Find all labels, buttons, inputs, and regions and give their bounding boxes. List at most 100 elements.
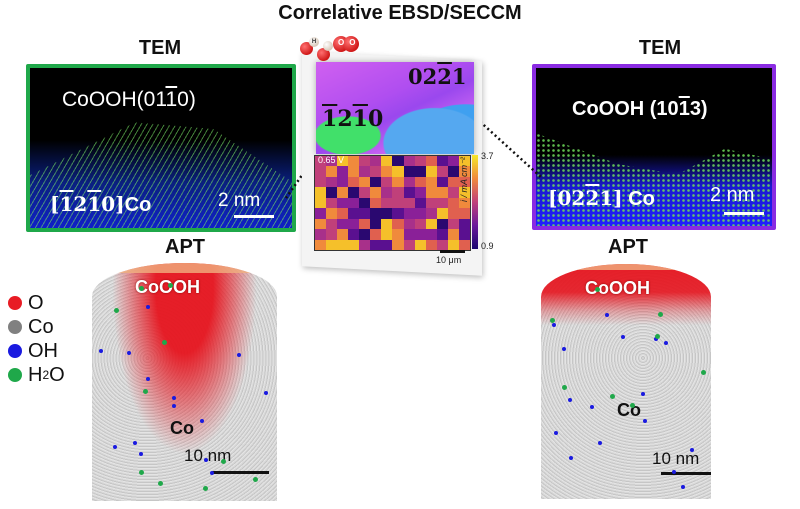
- atom-dot: [199, 419, 204, 424]
- heatmap-cell: [458, 208, 470, 219]
- heatmap-cell: [425, 218, 437, 230]
- heatmap-cell: [370, 176, 382, 188]
- heatmap-cell: [436, 176, 448, 188]
- o-dot-icon: [8, 296, 22, 310]
- heatmap-cell: [447, 239, 459, 250]
- heatmap-cell: [359, 187, 371, 198]
- heatmap-cell: [315, 166, 327, 177]
- heatmap-cell: [359, 208, 371, 219]
- atom-dot: [113, 445, 118, 450]
- atom-dot: [167, 283, 173, 289]
- atom-dot: [138, 286, 144, 292]
- heatmap-cell: [447, 229, 459, 240]
- heatmap-cell: [392, 156, 404, 167]
- atom-dot: [562, 346, 567, 351]
- tem-left-zone-axis: [1210]Co: [50, 192, 152, 216]
- heatmap-cell: [425, 197, 437, 209]
- heatmap-cell: [392, 187, 404, 198]
- heatmap-cell: [348, 208, 360, 219]
- heatmap-cell: [381, 229, 393, 240]
- atom-dot: [253, 477, 259, 483]
- heatmap-cell: [359, 218, 371, 230]
- heatmap-cell: [348, 176, 360, 188]
- heatmap-cell: [370, 166, 382, 177]
- apt-left-scale-bar: [212, 471, 269, 474]
- heatmap-cell: [348, 197, 360, 209]
- atom-dot: [554, 431, 559, 436]
- heatmap-cell: [403, 218, 415, 230]
- atom-dot: [681, 485, 686, 490]
- atom-dot: [209, 471, 214, 476]
- heatmap-cell: [392, 239, 404, 250]
- atom-dot: [663, 341, 668, 346]
- colorbar-max-label: 3.7: [481, 151, 494, 161]
- tem-left-scale-bar: [234, 215, 274, 218]
- oxygen-atom-icon-2: [343, 36, 359, 52]
- heatmap-cell: [337, 197, 349, 209]
- legend-item-o: O: [8, 291, 65, 315]
- heatmap-cell: [326, 208, 338, 219]
- heatmap-cell: [447, 166, 459, 177]
- ebsd-map: 1210 0221: [316, 62, 474, 154]
- apt-left-reconstruction: CoOOH Co 10 nm: [92, 263, 277, 501]
- heatmap-cell: [414, 218, 426, 230]
- seccm-colorbar: [472, 155, 478, 249]
- heatmap-cell: [381, 156, 393, 167]
- atom-dot: [597, 441, 602, 446]
- heatmap-cell: [447, 187, 459, 198]
- heatmap-cell: [315, 229, 327, 240]
- atom-dot: [568, 397, 573, 402]
- heatmap-cell: [436, 187, 448, 198]
- heatmap-cell: [337, 156, 349, 167]
- apt-left-scale-label: 10 nm: [184, 446, 232, 465]
- atom-dot: [138, 451, 143, 456]
- co-dot-icon: [8, 320, 22, 334]
- atom-dot: [609, 394, 615, 400]
- heatmap-cell: [326, 187, 338, 198]
- water-hydrogen-icon-2: [323, 41, 333, 51]
- atom-dot: [162, 340, 168, 346]
- heatmap-cell: [315, 176, 327, 188]
- atom-dot: [221, 458, 227, 464]
- tem-left-plane-label: CoOOH(0110): [62, 88, 196, 111]
- heatmap-cell: [370, 208, 382, 219]
- atom-dot: [203, 485, 209, 491]
- atom-dot: [562, 384, 568, 390]
- heatmap-cell: [425, 208, 437, 219]
- atom-dot: [594, 286, 600, 292]
- heatmap-cell: [414, 239, 426, 250]
- heatmap-cell: [326, 239, 338, 250]
- heatmap-cell: [381, 197, 393, 209]
- heatmap-cell: [392, 218, 404, 230]
- heatmap-cell: [458, 218, 470, 230]
- heatmap-cell: [436, 218, 448, 230]
- heatmap-cell: [348, 218, 360, 230]
- atom-dot: [138, 469, 144, 475]
- ebsd-label-right: 0221: [408, 64, 467, 89]
- apt-right-header: APT: [608, 236, 648, 258]
- heatmap-cell: [425, 239, 437, 250]
- atom-dot: [204, 458, 208, 463]
- heatmap-cell: [370, 187, 382, 198]
- heatmap-cell: [403, 197, 415, 209]
- heatmap-cell: [326, 156, 338, 167]
- atom-dot: [145, 304, 150, 309]
- heatmap-cell: [458, 197, 470, 209]
- heatmap-cell: [414, 229, 426, 240]
- tem-left-scale-label: 2 nm: [218, 190, 261, 211]
- heatmap-cell: [458, 156, 470, 167]
- heatmap-cell: [326, 176, 338, 188]
- tem-right-image: CoOOH (1013) [0221] Co 2 nm: [532, 64, 776, 230]
- heatmap-cell: [403, 239, 415, 250]
- heatmap-cell: [348, 187, 360, 198]
- atom-dot: [142, 389, 148, 395]
- atom-dot: [671, 470, 676, 475]
- atom-dot: [690, 447, 695, 452]
- heatmap-cell: [348, 156, 360, 167]
- heatmap-cell: [348, 229, 360, 240]
- heatmap-cell: [326, 218, 338, 230]
- heatmap-cell: [403, 208, 415, 219]
- heatmap-cell: [414, 176, 426, 188]
- atom-dot: [620, 335, 625, 340]
